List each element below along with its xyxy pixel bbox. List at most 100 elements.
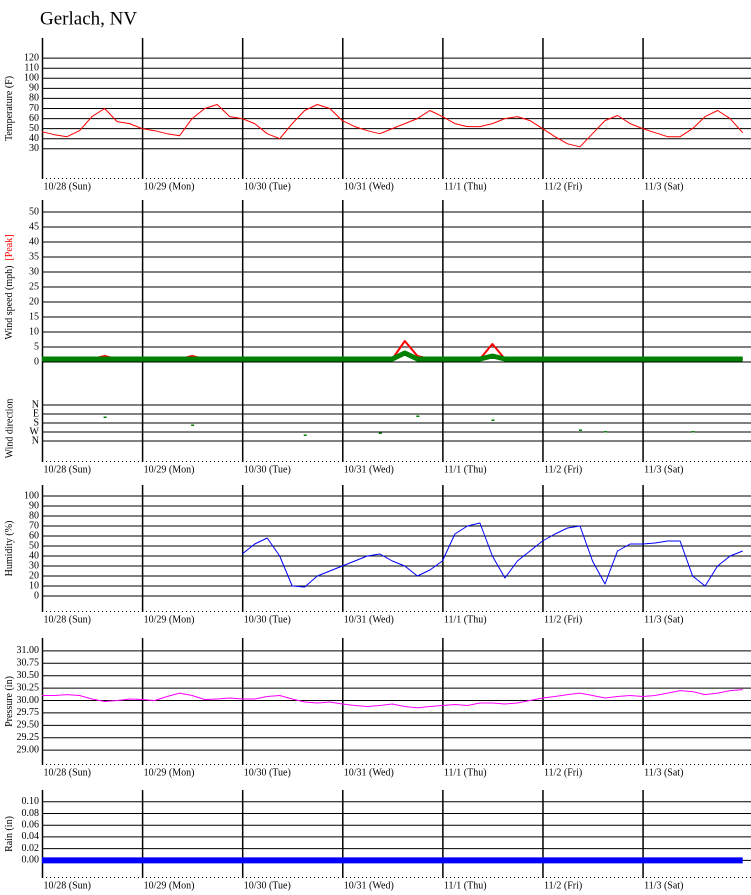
y-tick-label: 40 bbox=[29, 236, 39, 247]
y-tick-label: 80 bbox=[29, 510, 39, 521]
y-tick-label: 30 bbox=[29, 560, 39, 571]
y-tick-label: 0.08 bbox=[22, 808, 40, 819]
y-tick-label: 29.75 bbox=[17, 707, 40, 718]
direction-point bbox=[378, 432, 382, 434]
peak-label: [Peak] bbox=[4, 234, 15, 260]
x-tick-label: 11/1 (Thu) bbox=[444, 880, 487, 891]
y-tick-label: 50 bbox=[29, 123, 39, 134]
x-tick-label: 10/29 (Mon) bbox=[144, 614, 195, 625]
direction-point bbox=[103, 416, 107, 418]
y-axis-label: Temperature (F) bbox=[4, 76, 15, 141]
data-line bbox=[42, 350, 743, 362]
y-tick-label: 30.50 bbox=[17, 670, 40, 681]
x-tick-label: 11/3 (Sat) bbox=[644, 464, 683, 475]
y-tick-label: 0.04 bbox=[22, 831, 40, 842]
y-tick-label: 0 bbox=[34, 590, 39, 601]
y-tick-label: 29.00 bbox=[17, 744, 40, 755]
y-tick-label: 60 bbox=[29, 530, 39, 541]
direction-point bbox=[303, 434, 307, 436]
y-tick-label: N bbox=[32, 435, 39, 446]
x-tick-label: 10/29 (Mon) bbox=[144, 880, 195, 891]
y-tick-label: 0.02 bbox=[22, 843, 40, 854]
x-tick-label: 11/1 (Thu) bbox=[444, 767, 487, 778]
direction-point bbox=[491, 419, 495, 421]
x-tick-label: 10/30 (Tue) bbox=[244, 880, 291, 891]
x-tick-label: 11/1 (Thu) bbox=[444, 464, 487, 475]
x-tick-label: 10/28 (Sun) bbox=[44, 464, 92, 475]
data-line bbox=[42, 689, 743, 709]
x-tick-label: 10/31 (Wed) bbox=[344, 614, 394, 625]
y-axis-label: Rain (in) bbox=[4, 816, 15, 852]
x-tick-label: 11/2 (Fri) bbox=[544, 767, 582, 778]
x-tick-label: 11/2 (Fri) bbox=[544, 880, 582, 891]
x-tick-label: 10/28 (Sun) bbox=[44, 181, 92, 192]
y-tick-label: 35 bbox=[29, 251, 39, 262]
y-tick-label: 20 bbox=[29, 296, 39, 307]
y-tick-label: 10 bbox=[29, 580, 39, 591]
y2-axis-label: Wind direction bbox=[4, 399, 15, 459]
y-tick-label: 90 bbox=[29, 500, 39, 511]
y-axis-label-text: Pressure (in) bbox=[4, 676, 15, 727]
y-axis-label: Wind speed (mph) [Peak] bbox=[4, 234, 15, 339]
y-axis-label-text: Temperature (F) bbox=[4, 76, 15, 141]
y-tick-label: 31.00 bbox=[17, 645, 40, 656]
x-tick-label: 11/1 (Thu) bbox=[444, 181, 487, 192]
y-tick-label: 10 bbox=[29, 326, 39, 337]
x-tick-label: 11/2 (Fri) bbox=[544, 464, 582, 475]
y-tick-label: 25 bbox=[29, 281, 39, 292]
x-tick-label: 10/31 (Wed) bbox=[344, 880, 394, 891]
x-tick-label: 11/2 (Fri) bbox=[544, 181, 582, 192]
data-line bbox=[41, 104, 744, 148]
x-tick-label: 11/3 (Sat) bbox=[644, 767, 683, 778]
x-tick-label: 10/30 (Tue) bbox=[244, 181, 291, 192]
y-tick-label: 100 bbox=[24, 490, 39, 501]
y-axis-label-text: Rain (in) bbox=[4, 816, 15, 852]
y-axis-label: Pressure (in) bbox=[4, 676, 15, 727]
y-tick-label: 120 bbox=[24, 52, 39, 63]
y-tick-label: 30.75 bbox=[17, 658, 40, 669]
y-tick-label: 29.25 bbox=[17, 732, 40, 743]
x-tick-label: 10/29 (Mon) bbox=[144, 464, 195, 475]
x-tick-label: 10/29 (Mon) bbox=[144, 767, 195, 778]
x-tick-label: 10/31 (Wed) bbox=[344, 464, 394, 475]
direction-point bbox=[691, 431, 695, 433]
y-tick-label: 15 bbox=[29, 311, 39, 322]
y-tick-label: 50 bbox=[29, 206, 39, 217]
x-tick-label: 11/3 (Sat) bbox=[644, 181, 683, 192]
y-tick-label: 30 bbox=[29, 266, 39, 277]
y-tick-label: 30.25 bbox=[17, 682, 40, 693]
direction-point bbox=[416, 415, 420, 417]
x-tick-label: 10/30 (Tue) bbox=[244, 767, 291, 778]
page-title: Gerlach, NV bbox=[40, 8, 137, 29]
y-axis-label-text: Wind speed (mph) bbox=[4, 266, 15, 340]
x-tick-label: 10/28 (Sun) bbox=[44, 614, 92, 625]
direction-point bbox=[604, 431, 608, 433]
y-tick-label: 40 bbox=[29, 133, 39, 144]
y-tick-label: 110 bbox=[24, 63, 39, 74]
x-tick-label: 11/2 (Fri) bbox=[544, 614, 582, 625]
y-axis-label: Humidity (%) bbox=[4, 521, 15, 577]
y-tick-label: S bbox=[33, 417, 39, 428]
y-tick-label: 0.06 bbox=[22, 819, 40, 830]
x-tick-label: 10/30 (Tue) bbox=[244, 464, 291, 475]
y-tick-label: 0.10 bbox=[22, 796, 40, 807]
data-line bbox=[241, 522, 743, 588]
direction-point bbox=[191, 424, 195, 426]
x-tick-label: 10/28 (Sun) bbox=[44, 767, 92, 778]
x-tick-label: 10/30 (Tue) bbox=[244, 614, 291, 625]
y-tick-label: 5 bbox=[34, 341, 39, 352]
y-axis-label-text: Humidity (%) bbox=[4, 521, 15, 577]
y-tick-label: 70 bbox=[29, 103, 39, 114]
y-tick-label: 40 bbox=[29, 550, 39, 561]
y-tick-label: 50 bbox=[29, 540, 39, 551]
y-tick-label: 0 bbox=[34, 356, 39, 367]
y-tick-label: 90 bbox=[29, 83, 39, 94]
y-tick-label: N bbox=[32, 399, 39, 410]
y-tick-label: 100 bbox=[24, 73, 39, 84]
y-tick-label: W bbox=[30, 426, 40, 437]
x-tick-label: 10/29 (Mon) bbox=[144, 181, 195, 192]
y-tick-label: 0.00 bbox=[22, 855, 40, 866]
y-tick-label: 60 bbox=[29, 113, 39, 124]
x-tick-label: 11/3 (Sat) bbox=[644, 880, 683, 891]
